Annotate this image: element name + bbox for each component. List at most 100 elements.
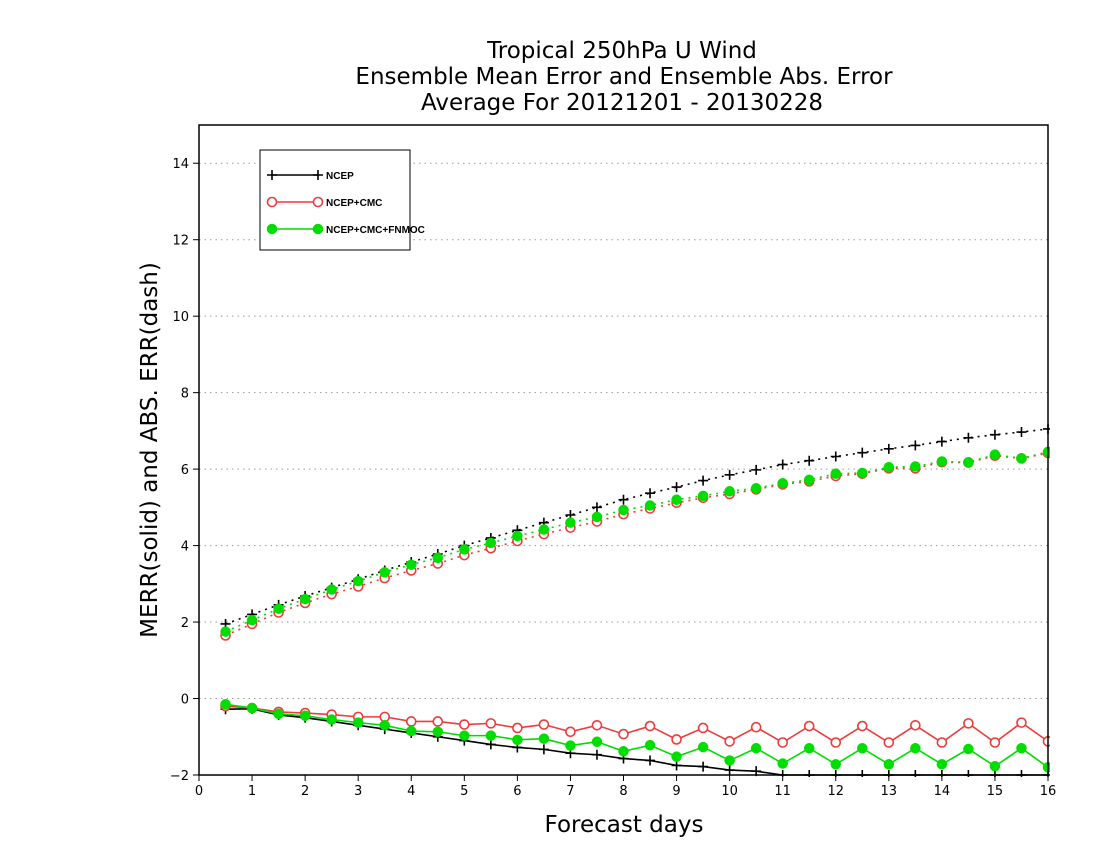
series-ncep-cmc-fnmoc-mean-error-point bbox=[326, 714, 337, 725]
series-ncep-abs-error-point bbox=[857, 447, 868, 458]
series-ncep-cmc-fnmoc-abs-error-point bbox=[459, 544, 470, 555]
series-ncep-cmc-fnmoc-mean-error-point bbox=[857, 742, 868, 754]
legend-label-ncep-cmc: NCEP+CMC bbox=[326, 198, 382, 209]
series-ncep-cmc-fnmoc-mean-error-point bbox=[750, 742, 762, 754]
series-ncep-cmc-fnmoc-abs-error-point bbox=[618, 504, 629, 516]
series-ncep-cmc-fnmoc-mean-error-point bbox=[299, 710, 311, 721]
series-ncep-cmc-fnmoc-mean-error-point bbox=[671, 751, 682, 762]
title-line-2: Ensemble Mean Error and Ensemble Abs. Er… bbox=[355, 64, 893, 90]
legend-marker-right-ncep-cmc bbox=[312, 196, 324, 208]
x-tick-label: 16 bbox=[1040, 784, 1057, 799]
legend-label-ncep-cmc-fnmoc: NCEP+CMC+FNMOC bbox=[326, 225, 425, 236]
series-ncep-cmc-mean-error-point bbox=[538, 719, 550, 730]
title-line-3: Average For 20121201 - 20130228 bbox=[421, 90, 823, 116]
series-ncep-mean-error-point bbox=[698, 761, 709, 772]
series-ncep-cmc-fnmoc-mean-error-point bbox=[644, 739, 656, 751]
series-ncep-abs-error-point bbox=[671, 482, 682, 493]
series-ncep-cmc-fnmoc-mean-error-point bbox=[989, 760, 1001, 772]
series-ncep-abs-error-point bbox=[830, 451, 841, 462]
series-ncep-cmc-fnmoc-mean-error-point bbox=[220, 699, 231, 710]
series-ncep-cmc-fnmoc-abs-error-point bbox=[406, 559, 417, 570]
legend-marker-left-ncep bbox=[267, 170, 277, 180]
x-tick-label: 13 bbox=[881, 784, 898, 799]
series-ncep-cmc-mean-error-point bbox=[512, 722, 523, 734]
series-ncep-cmc-fnmoc-abs-error-point bbox=[485, 537, 497, 549]
series-ncep-cmc-fnmoc-abs-error-point bbox=[857, 467, 868, 479]
series-ncep-cmc-fnmoc-mean-error-point bbox=[565, 740, 576, 751]
series-ncep-cmc-fnmoc-abs-error-point bbox=[432, 552, 444, 564]
series-ncep-cmc-fnmoc-mean-error-point bbox=[697, 741, 709, 753]
series-ncep-cmc-fnmoc-abs-error-point bbox=[565, 517, 576, 528]
series-ncep-cmc-fnmoc-mean-error-point bbox=[485, 730, 497, 741]
plot-frame bbox=[198, 124, 1049, 776]
series-ncep-cmc-mean-error-point bbox=[644, 720, 656, 732]
series-ncep-cmc-mean-error-point bbox=[405, 716, 417, 727]
series-ncep-cmc-fnmoc-abs-error-point bbox=[591, 511, 603, 523]
x-tick-label: 14 bbox=[934, 784, 951, 799]
series-ncep-cmc-fnmoc-abs-error-point bbox=[777, 478, 788, 489]
series-ncep-cmc-fnmoc-mean-error-point bbox=[830, 759, 841, 770]
x-tick-label: 1 bbox=[248, 784, 256, 799]
legend: NCEP NCEP+CMC NCEP+CMC+FNMOC bbox=[259, 149, 425, 251]
grid bbox=[199, 162, 1048, 700]
series-ncep-cmc-fnmoc-abs-error-point bbox=[989, 449, 1001, 460]
series-ncep-cmc-fnmoc-abs-error-point bbox=[379, 567, 390, 578]
series-ncep-cmc-mean-error-point bbox=[989, 737, 1001, 748]
series-ncep-mean-error-line bbox=[225, 708, 1048, 776]
series-ncep-cmc-fnmoc-abs-error-point bbox=[910, 461, 921, 472]
series-ncep-cmc-mean-error-point bbox=[856, 720, 868, 732]
legend-marker-left-ncep-cmc bbox=[266, 196, 278, 208]
x-tick-label: 2 bbox=[301, 784, 309, 799]
x-tick-label: 4 bbox=[407, 784, 415, 799]
legend-marker-right-ncep bbox=[313, 170, 323, 180]
series-ncep-cmc-fnmoc-abs-error-point bbox=[220, 626, 231, 637]
y-tick-label: 2 bbox=[181, 616, 189, 631]
series-ncep-abs-error-point bbox=[804, 455, 815, 466]
y-tick-label: 4 bbox=[181, 540, 189, 555]
series-ncep-cmc-fnmoc-abs-error-point bbox=[538, 524, 550, 535]
series-ncep-mean-error-point bbox=[645, 755, 656, 766]
x-tick-label: 5 bbox=[460, 784, 468, 799]
series-ncep-abs-error-point bbox=[645, 488, 656, 499]
series-ncep-cmc-fnmoc-mean-error-point bbox=[273, 708, 284, 720]
series-ncep-abs-error-point bbox=[777, 459, 788, 470]
series-ncep-cmc-fnmoc-mean-error-point bbox=[910, 742, 921, 754]
title-line-1: Tropical 250hPa U Wind bbox=[486, 38, 757, 64]
series-ncep-mean-error-point bbox=[538, 744, 549, 755]
series-ncep-abs-error-point bbox=[618, 494, 629, 505]
series-ncep-cmc-fnmoc-mean-error-point bbox=[512, 734, 523, 746]
series-ncep-cmc-fnmoc-mean-error-point bbox=[591, 736, 603, 747]
x-tick-label: 11 bbox=[774, 784, 791, 799]
series-ncep-cmc-fnmoc-mean-error-point bbox=[777, 758, 788, 769]
series-ncep-abs-error-point bbox=[724, 469, 735, 480]
series-ncep-abs-error-point bbox=[963, 432, 974, 443]
y-tick-label: 8 bbox=[181, 387, 189, 402]
plot-area bbox=[220, 423, 1050, 777]
x-tick-label: 9 bbox=[672, 784, 680, 799]
series-ncep-abs-error-point bbox=[751, 464, 762, 475]
series-ncep-cmc-fnmoc-abs-error-point bbox=[1016, 453, 1027, 464]
y-tick-label: 10 bbox=[172, 310, 189, 325]
series-ncep-cmc-fnmoc-abs-error-point bbox=[273, 603, 284, 614]
series-ncep-cmc-mean-error-point bbox=[936, 737, 948, 748]
series-ncep-cmc-mean-error-point bbox=[724, 736, 735, 747]
y-tick-label: −2 bbox=[170, 769, 189, 784]
series-ncep-cmc-fnmoc-mean-error-point bbox=[618, 746, 629, 757]
series-ncep-cmc-fnmoc-abs-error-point bbox=[750, 482, 762, 494]
series-ncep-cmc-abs-error-line bbox=[225, 452, 1049, 637]
x-tick-label: 7 bbox=[566, 784, 574, 799]
x-axis-title: Forecast days bbox=[545, 812, 704, 838]
series-ncep-cmc-mean-error-point bbox=[379, 711, 391, 723]
x-tick-label: 10 bbox=[721, 784, 738, 799]
series-ncep-cmc-fnmoc-abs-error-point bbox=[512, 530, 523, 542]
series-ncep-cmc-mean-error-point bbox=[671, 734, 682, 745]
series-ncep-cmc-fnmoc-abs-error-point bbox=[352, 575, 364, 587]
series-ncep-cmc-fnmoc-abs-error-point bbox=[246, 614, 258, 626]
legend-marker-right-ncep-cmc-fnmoc bbox=[312, 223, 324, 235]
series-ncep-cmc-fnmoc-abs-error-point bbox=[724, 486, 735, 497]
legend-label-ncep: NCEP bbox=[326, 171, 354, 182]
series-ncep-cmc-fnmoc-abs-error-point bbox=[883, 461, 895, 473]
series-ncep-cmc-fnmoc-abs-error-point bbox=[299, 593, 311, 605]
x-tick-label: 6 bbox=[513, 784, 521, 799]
series-ncep-abs-error-point bbox=[989, 429, 1000, 440]
